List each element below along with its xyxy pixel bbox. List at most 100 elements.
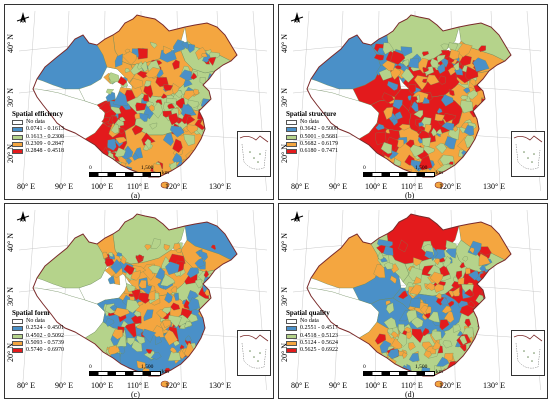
map-legend: Spatial structure No data 0.3642 - 0.5000 0… <box>286 110 338 155</box>
legend-label: 0.2309 - 0.2847 <box>26 140 64 147</box>
longitude-label: 110° E <box>127 381 149 390</box>
national-boundary <box>306 213 512 377</box>
legend-label: 0.2848 - 0.4518 <box>26 147 64 154</box>
scale-distance: 1,500 <box>141 364 154 370</box>
legend-row: 0.2309 - 0.2847 <box>12 141 64 148</box>
legend-title: Spatial quality <box>286 309 330 317</box>
legend-label: 0.4518 - 0.5123 <box>300 332 338 339</box>
map-panel-spatial-efficiency: 40° N 30° N 20° N 80° E 90° E 100° E 110° E 120… <box>4 4 274 200</box>
longitude-label: 100° E <box>91 182 114 191</box>
china-map <box>292 209 542 391</box>
legend-row: 0.2551 - 0.4517 <box>286 325 338 332</box>
longitude-label: 90° E <box>55 381 74 390</box>
legend-row: 0.0741 - 0.1613 <box>12 126 64 133</box>
china-map <box>18 10 268 192</box>
legend-label: No data <box>26 119 45 126</box>
legend-row: 0.5682 - 0.6179 <box>286 141 338 148</box>
scale-distance: 1,500 <box>415 364 428 370</box>
map-legend: Spatial efficiency No data 0.0741 - 0.1613… <box>12 110 64 155</box>
hainan-island <box>160 380 170 388</box>
legend-label: No data <box>26 318 45 325</box>
legend-label: 0.4502 - 0.5092 <box>26 332 64 339</box>
hainan-island <box>434 181 444 189</box>
legend-row: 0.5001 - 0.5681 <box>286 134 338 141</box>
south-china-sea-inset <box>511 131 545 177</box>
longitude-label: 90° E <box>55 182 74 191</box>
longitude-label: 110° E <box>127 182 149 191</box>
scale-zero: 0 <box>363 364 366 370</box>
scale-bar: 0 1,500 km <box>89 165 179 179</box>
legend-row-nodata: No data <box>286 318 338 325</box>
legend-row: 0.5740 - 0.6970 <box>12 347 64 354</box>
legend-label: 0.5093 - 0.5739 <box>26 339 64 346</box>
legend-label: 0.5625 - 0.6922 <box>300 346 338 353</box>
longitude-label: 120° E <box>165 381 188 390</box>
scale-bar: 0 1,500 km <box>89 364 179 378</box>
longitude-label: 80° E <box>291 381 310 390</box>
legend-row: 0.5124 - 0.5624 <box>286 340 338 347</box>
scale-zero: 0 <box>363 165 366 171</box>
longitude-label: 100° E <box>365 381 388 390</box>
longitude-label: 130° E <box>209 381 232 390</box>
legend-row: 0.6180 - 0.7471 <box>286 148 338 155</box>
panel-caption: (a) <box>131 191 140 200</box>
legend-row-nodata: No data <box>286 119 338 126</box>
longitude-label: 80° E <box>17 381 36 390</box>
legend-label: 0.1613 - 0.2308 <box>26 133 64 140</box>
national-boundary <box>32 14 238 178</box>
scale-distance: 1,500 <box>141 165 154 171</box>
legend-row: 0.2524 - 0.4501 <box>12 325 64 332</box>
panel-caption: (d) <box>405 390 415 399</box>
legend-row: 0.3642 - 0.5000 <box>286 126 338 133</box>
legend-label: 0.5682 - 0.6179 <box>300 140 338 147</box>
north-arrow-icon <box>289 11 305 34</box>
legend-row: 0.5093 - 0.5739 <box>12 340 64 347</box>
scale-unit: km <box>162 369 170 375</box>
longitude-label: 130° E <box>483 381 506 390</box>
map-panel-spatial-form: 40° N 30° N 20° N 80° E 90° E 100° E 110° E 120… <box>4 203 274 399</box>
map-legend: Spatial form No data 0.2524 - 0.4501 0.4502… <box>12 309 64 354</box>
south-china-sea-inset <box>511 330 545 376</box>
legend-label: 0.5124 - 0.5624 <box>300 339 338 346</box>
map-legend: Spatial quality No data 0.2551 - 0.4517 0.4… <box>286 309 338 354</box>
latitude-label: 40° N <box>6 34 15 53</box>
latitude-label: 30° N <box>280 287 289 306</box>
longitude-label: 80° E <box>17 182 36 191</box>
scale-unit: km <box>436 170 444 176</box>
north-arrow-icon <box>15 11 31 34</box>
scale-distance: 1,500 <box>415 165 428 171</box>
longitude-label: 120° E <box>165 182 188 191</box>
legend-label: 0.2524 - 0.4501 <box>26 325 64 332</box>
city-patches <box>102 238 223 376</box>
longitude-label: 130° E <box>483 182 506 191</box>
north-arrow-icon <box>15 210 31 233</box>
legend-label: No data <box>300 119 319 126</box>
latitude-label: 40° N <box>6 233 15 252</box>
longitude-label: 110° E <box>401 381 423 390</box>
latitude-label: 30° N <box>6 287 15 306</box>
latitude-label: 40° N <box>280 233 289 252</box>
scale-bar: 0 1,500 km <box>363 364 453 378</box>
legend-row-nodata: No data <box>12 119 64 126</box>
legend-label: 0.5001 - 0.5681 <box>300 133 338 140</box>
legend-row: 0.1613 - 0.2308 <box>12 134 64 141</box>
legend-label: 0.3642 - 0.5000 <box>300 126 338 133</box>
scale-unit: km <box>436 369 444 375</box>
latitude-label: 40° N <box>280 34 289 53</box>
scale-zero: 0 <box>89 165 92 171</box>
longitude-label: 110° E <box>401 182 423 191</box>
legend-row: 0.4502 - 0.5092 <box>12 333 64 340</box>
hainan-island <box>434 380 444 388</box>
south-china-sea-inset <box>237 131 271 177</box>
longitude-label: 80° E <box>291 182 310 191</box>
panel-caption: (b) <box>405 191 415 200</box>
longitude-label: 90° E <box>329 182 348 191</box>
south-china-sea-inset <box>237 330 271 376</box>
legend-label: 0.2551 - 0.4517 <box>300 325 338 332</box>
panel-caption: (c) <box>131 390 140 399</box>
north-arrow-icon <box>289 210 305 233</box>
legend-label: 0.0741 - 0.1613 <box>26 126 64 133</box>
longitude-label: 120° E <box>439 381 462 390</box>
latitude-label: 30° N <box>280 88 289 107</box>
longitude-label: 100° E <box>365 182 388 191</box>
